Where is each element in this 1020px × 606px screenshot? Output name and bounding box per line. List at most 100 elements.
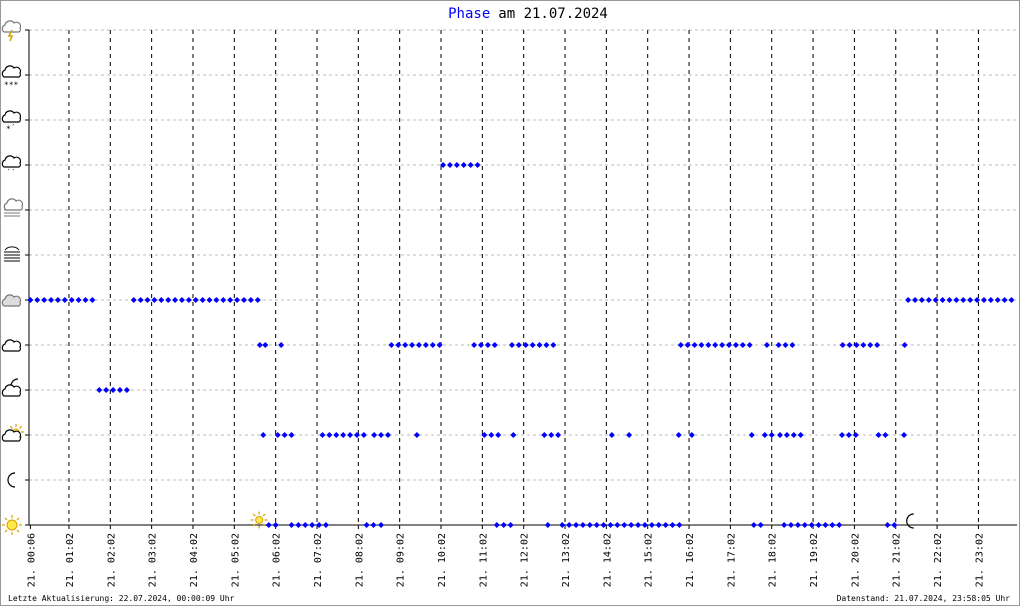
icon-bolt <box>7 29 14 42</box>
point <box>901 342 908 348</box>
icon-ray <box>16 529 20 533</box>
point <box>27 297 34 303</box>
point <box>322 522 329 528</box>
point <box>234 297 241 303</box>
point <box>363 522 370 528</box>
x-tick-label: 21. 18:02 <box>768 533 779 587</box>
point <box>288 522 295 528</box>
point <box>684 342 691 348</box>
point <box>227 297 234 303</box>
y-tick-icon <box>7 472 16 488</box>
point <box>353 432 360 438</box>
point <box>274 432 281 438</box>
x-tick-label: 21. 17:02 <box>726 533 737 587</box>
point <box>515 342 522 348</box>
point <box>508 342 515 348</box>
icon-ray <box>4 517 8 521</box>
point <box>750 522 757 528</box>
point <box>484 342 491 348</box>
point <box>891 522 898 528</box>
point <box>130 297 137 303</box>
x-tick-label: 21. 14:02 <box>602 533 613 587</box>
point <box>746 342 753 348</box>
point <box>748 432 755 438</box>
point <box>845 432 852 438</box>
point <box>836 522 843 528</box>
y-tick-icon <box>1 339 22 352</box>
point <box>278 342 285 348</box>
point <box>797 432 804 438</box>
point <box>732 342 739 348</box>
point <box>185 297 192 303</box>
icon-cloud <box>1 65 22 78</box>
point <box>614 522 621 528</box>
x-tick-label: 21. 06:02 <box>272 533 283 587</box>
point <box>446 162 453 168</box>
y-tick-icon <box>1 378 22 397</box>
icon-drops: ∗′ <box>6 123 16 132</box>
y-tick-icon: ∗∗∗ <box>1 65 22 88</box>
point <box>302 522 309 528</box>
point <box>655 522 662 528</box>
point <box>316 522 323 528</box>
point <box>822 522 829 528</box>
point <box>669 522 676 528</box>
point <box>68 297 75 303</box>
point <box>761 432 768 438</box>
x-tick-label: 21. 02:02 <box>106 533 117 587</box>
point <box>676 522 683 528</box>
point <box>413 432 420 438</box>
point <box>548 432 555 438</box>
point <box>586 522 593 528</box>
point <box>199 297 206 303</box>
point <box>555 432 562 438</box>
point <box>165 297 172 303</box>
icon-ray <box>262 523 266 527</box>
x-tick-label: 21. 22:02 <box>933 533 944 587</box>
icon-ray <box>19 425 23 429</box>
point <box>541 432 548 438</box>
point <box>474 162 481 168</box>
sunset-icon <box>906 513 914 529</box>
point <box>925 297 932 303</box>
point <box>838 432 845 438</box>
y-tick-icon: ′′ <box>1 155 22 177</box>
point <box>712 342 719 348</box>
point <box>782 342 789 348</box>
point <box>543 342 550 348</box>
point <box>510 432 517 438</box>
point <box>974 297 981 303</box>
point <box>932 297 939 303</box>
point <box>794 522 801 528</box>
point <box>460 162 467 168</box>
point <box>206 297 213 303</box>
point <box>481 432 488 438</box>
x-tick-label: 21. 07:02 <box>313 533 324 587</box>
point <box>801 522 808 528</box>
footer-left: Letzte Aktualisierung: 22.07.2024, 00:00… <box>8 594 235 603</box>
point <box>192 297 199 303</box>
point <box>550 342 557 348</box>
point <box>488 432 495 438</box>
point <box>254 297 261 303</box>
x-tick-label: 21. 12:02 <box>520 533 531 587</box>
point <box>573 522 580 528</box>
point <box>440 162 447 168</box>
point <box>882 432 889 438</box>
point <box>853 342 860 348</box>
point <box>677 342 684 348</box>
point <box>839 342 846 348</box>
icon-ray <box>252 523 256 527</box>
point <box>89 297 96 303</box>
point <box>698 342 705 348</box>
point <box>529 342 536 348</box>
point <box>409 342 416 348</box>
point <box>48 297 55 303</box>
x-tick-label: 21. 05:02 <box>230 533 241 587</box>
point <box>579 522 586 528</box>
icon-drops: ′′ <box>6 168 16 177</box>
point <box>960 297 967 303</box>
point <box>453 162 460 168</box>
